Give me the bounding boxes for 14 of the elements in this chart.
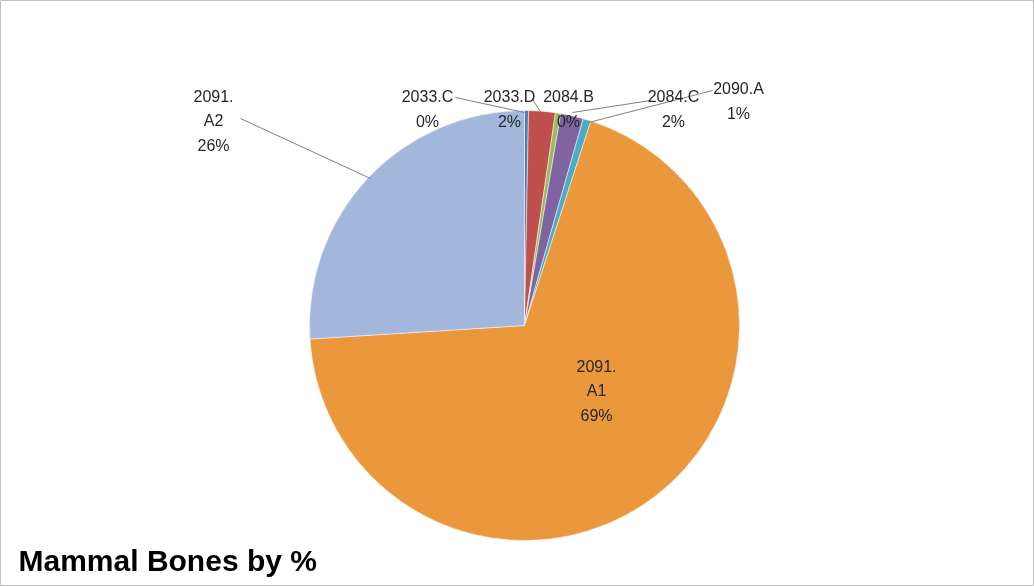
data-label: 1% <box>726 104 751 122</box>
text: Mammal Bones by % <box>18 544 317 577</box>
slice-label: 2091.A2 <box>193 87 234 129</box>
slice-label: 2084.C <box>647 87 700 105</box>
data-label: 69% <box>580 407 613 424</box>
slice-label: 2090.A <box>713 79 765 97</box>
data-label: 26% <box>197 137 230 154</box>
slice-label: 2084.B <box>543 87 594 105</box>
slice-label: 2033.C <box>401 87 454 105</box>
slice-label: 2091.A1 <box>576 357 617 399</box>
data-label: 2% <box>497 112 522 130</box>
slice-label: 2033.D <box>483 87 536 105</box>
data-label: 2% <box>661 112 686 130</box>
data-label: 0% <box>415 112 440 130</box>
